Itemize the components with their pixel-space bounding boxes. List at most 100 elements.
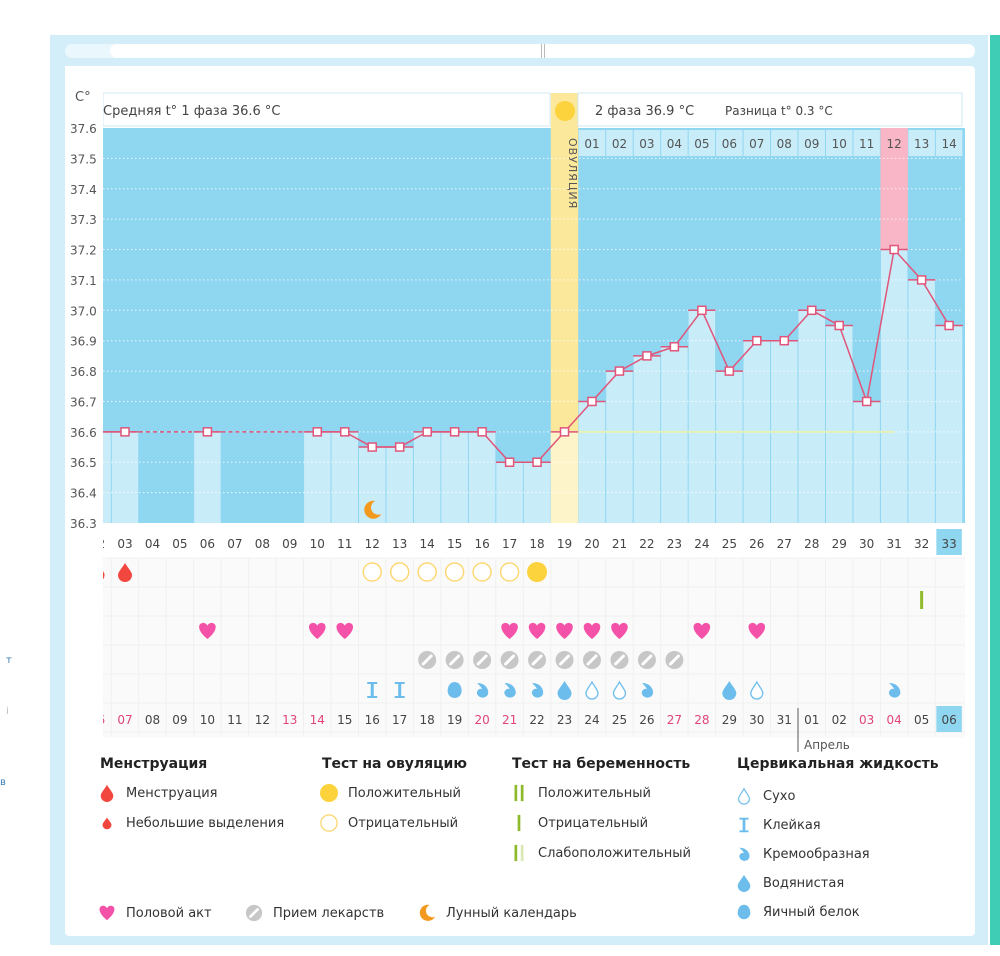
medication-icon (555, 651, 574, 669)
legend-item-ovulation-test: Положительный (320, 784, 461, 802)
cycle-day-label: 08 (255, 537, 270, 551)
phase2-day-cell (743, 130, 771, 156)
temperature-bar (633, 355, 661, 523)
creamy-icon (739, 847, 750, 861)
preg-pos-icon (514, 784, 524, 802)
phase2-day-cell (880, 130, 908, 156)
date-label: 26 (639, 713, 654, 727)
phase2-day-cell (798, 130, 825, 156)
medication-icon (473, 651, 492, 669)
cycle-day-label: 29 (832, 537, 847, 551)
y-tick-label: 37.0 (70, 304, 97, 318)
scrollbar-thumb[interactable] (110, 44, 975, 58)
ovulation-test-negative-icon (472, 562, 492, 582)
phase2-day-cell (771, 130, 798, 156)
temperature-bar (825, 325, 853, 523)
menstruation-icon (118, 563, 132, 582)
cycle-day-label: 20 (584, 537, 599, 551)
temperature-line-segment (563, 400, 593, 433)
preg-neg-icon (517, 814, 521, 832)
legend-item-ovulation-test: Отрицательный (320, 814, 458, 832)
background-link-fragment[interactable]: в (0, 777, 6, 788)
cervical-fluid-dry-icon (612, 680, 627, 700)
temperature-point (422, 427, 432, 437)
phase2-day-label: 07 (749, 137, 764, 151)
heart-icon (99, 905, 115, 921)
date-label: 08 (145, 713, 160, 727)
preg-weak-icon (514, 844, 524, 862)
phase2-day-cell (853, 130, 880, 156)
legend-title-cervical-fluid: Цервикальная жидкость (737, 756, 939, 772)
cycle-day-label: 13 (392, 537, 407, 551)
month-label: Апрель (804, 738, 850, 752)
intercourse-icon (528, 622, 546, 639)
ov-pos-icon (320, 784, 338, 802)
date-label: 20 (474, 713, 489, 727)
phase2-day-cell (935, 130, 963, 156)
cycle-day-label: 14 (420, 537, 435, 551)
ovulation-label: ОВУЛЯЦИЯ (566, 138, 579, 209)
cycle-day-label: 24 (694, 537, 709, 551)
date-label: 25 (612, 713, 627, 727)
phase2-day-label: 10 (832, 137, 847, 151)
y-axis-unit: C° (75, 90, 91, 105)
temperature-point (120, 427, 130, 437)
sticky-icon (739, 817, 749, 833)
temperature-point (752, 335, 762, 346)
legend-label: Положительный (538, 785, 651, 801)
date-label: 19 (447, 713, 462, 727)
temperature-bar (331, 431, 358, 523)
cycle-day-label: 12 (365, 537, 380, 551)
date-label: 11 (227, 713, 242, 727)
cycle-day-label: 11 (337, 537, 352, 551)
temperature-line-segment (481, 431, 511, 463)
cycle-day-label: 32 (914, 537, 929, 551)
cycle-day-label: 09 (282, 537, 297, 551)
cycle-day-label: 23 (667, 537, 682, 551)
y-tick-label: 37.3 (70, 213, 97, 227)
cycle-day-label: 22 (639, 537, 654, 551)
scrollbar-grip-icon[interactable] (541, 44, 545, 58)
y-tick-label: 36.9 (70, 335, 97, 349)
date-label: 29 (722, 713, 737, 727)
date-label: 10 (200, 713, 215, 727)
moon-icon (364, 500, 382, 519)
temperature-bar (798, 310, 825, 523)
temperature-bar (111, 431, 139, 523)
phase2-day-label: 14 (941, 137, 956, 151)
pregnancy-test-negative-icon (920, 591, 924, 609)
temperature-line-segment (865, 249, 895, 402)
cycle-day-label: 05 (172, 537, 187, 551)
legend-label: Слабоположительный (538, 845, 691, 861)
phase2-day-cell (688, 130, 716, 156)
y-tick-label: 36.8 (70, 365, 97, 379)
temperature-point (532, 457, 542, 467)
current-day-highlight (936, 529, 962, 555)
cycle-day-label: 16 (474, 537, 489, 551)
date-label: 21 (502, 713, 517, 727)
cervical-fluid-sticky-icon (367, 682, 378, 698)
drop-icon (100, 784, 114, 802)
temperature-line-segment (838, 325, 868, 402)
today-highlight (936, 706, 962, 732)
temperature-point (312, 427, 323, 437)
temperature-line-segment (893, 249, 923, 281)
drop-small-icon (102, 817, 112, 830)
legend-item-other: Половой акт (98, 904, 212, 922)
y-tick-label: 36.6 (70, 426, 97, 440)
date-label: 06 (941, 713, 956, 727)
side-panel-tab[interactable] (990, 35, 1000, 945)
y-tick-label: 36.5 (70, 456, 97, 470)
temperature-bar (386, 447, 413, 523)
medication-icon (637, 651, 656, 669)
phase2-day-label: 02 (612, 137, 627, 151)
temperature-bar (468, 431, 496, 523)
temperature-point (340, 427, 350, 437)
temperature-bar (688, 310, 716, 523)
temperature-point (861, 396, 872, 407)
phase2-day-label: 04 (667, 137, 682, 151)
cycle-day-label: 04 (145, 537, 160, 551)
medication-icon (445, 651, 464, 669)
phase2-day-cell (908, 130, 935, 156)
